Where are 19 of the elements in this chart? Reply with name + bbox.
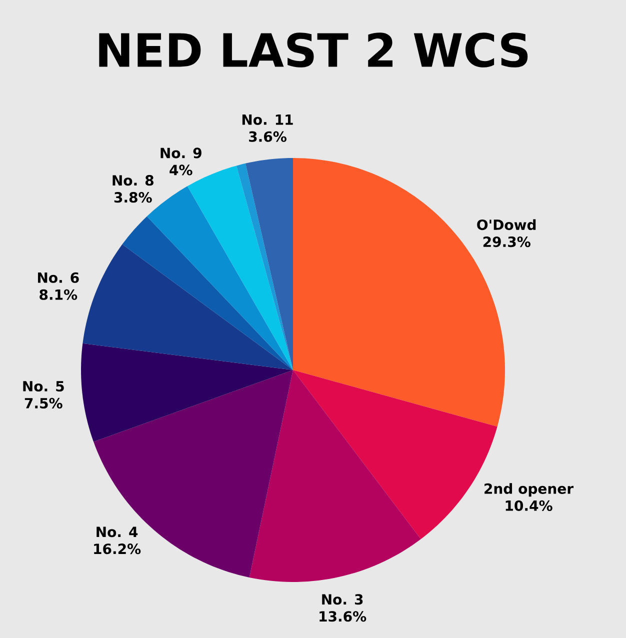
chart-title: NED LAST 2 WCS — [99, 32, 528, 68]
data-label: 8.1% — [40, 289, 78, 300]
data-label: 7.5% — [24, 398, 62, 409]
data-label: 10.4% — [506, 500, 552, 511]
slice-label: No. 8 — [112, 175, 154, 186]
data-label: 29.3% — [483, 236, 530, 248]
slice-label: No. 9 — [160, 148, 202, 158]
slice-label: No. 11 — [242, 114, 293, 125]
data-label: 3.8% — [114, 192, 152, 203]
data-label: 13.6% — [320, 611, 366, 622]
slice-label: No. 6 — [38, 272, 79, 283]
slice-label: No. 5 — [23, 381, 64, 392]
data-label: 4% — [170, 164, 192, 176]
slice-label: 2nd opener — [484, 483, 574, 497]
slice-label: No. 4 — [96, 526, 138, 538]
data-label: 16.2% — [94, 544, 141, 554]
slice-label: No. 3 — [322, 594, 363, 605]
data-label: 3.6% — [249, 131, 286, 142]
slice-label: O'Dowd — [477, 219, 536, 230]
